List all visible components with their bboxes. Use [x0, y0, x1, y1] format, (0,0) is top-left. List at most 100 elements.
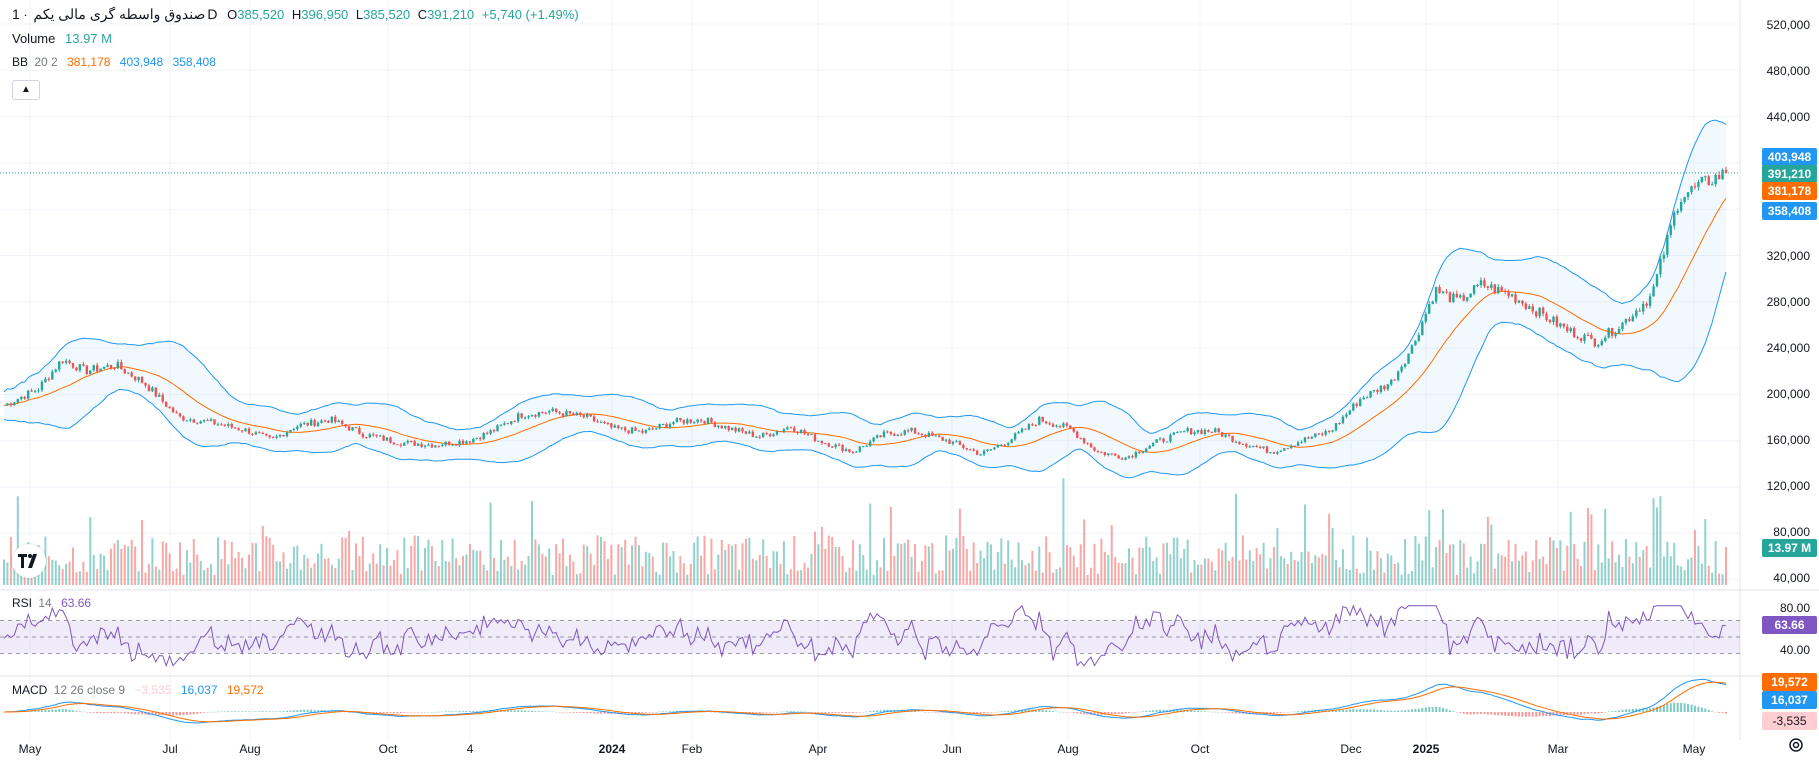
time-tick-label[interactable]: Aug [1057, 742, 1078, 756]
time-tick-label[interactable]: Jul [162, 742, 177, 756]
volume-bar [641, 566, 644, 585]
candle-body [1289, 445, 1293, 449]
volume-bar [1486, 516, 1489, 585]
candle-body [1517, 300, 1521, 303]
interval[interactable]: 1D [12, 6, 218, 22]
candle-body [641, 430, 644, 433]
macd-hist-bar [1631, 708, 1634, 712]
time-tick-label[interactable]: Apr [809, 742, 828, 756]
volume-bar [586, 546, 589, 585]
candle-body [1279, 450, 1283, 453]
time-tick-label[interactable]: Mar [1548, 742, 1569, 756]
macd-hist-bar [1086, 712, 1089, 715]
time-tick-label[interactable]: Dec [1340, 742, 1361, 756]
candle-body [727, 426, 730, 431]
candle-body [889, 431, 893, 435]
candle-body [1393, 379, 1396, 381]
macd-hist-bar [834, 712, 837, 714]
macd-pane [3, 678, 1727, 724]
symbol-name[interactable]: صندوق واسطه گری مالی یکم [33, 6, 206, 22]
volume-bar [1721, 574, 1724, 585]
time-tick-label[interactable]: Aug [239, 742, 260, 756]
macd-hist-bar [489, 710, 492, 712]
macd-hist-bar [1355, 709, 1358, 712]
candle-body [755, 436, 758, 438]
candle-body [862, 446, 865, 448]
time-tick-label[interactable]: May [1683, 742, 1706, 756]
volume-bar [520, 561, 523, 585]
volume-bar [134, 546, 137, 585]
tradingview-logo[interactable] [12, 544, 46, 578]
candle-body [768, 434, 772, 437]
macd-hist-bar [1228, 712, 1231, 713]
macd-hist-bar [275, 711, 278, 712]
volume-bar [244, 568, 247, 585]
volume-bar [689, 564, 692, 585]
macd-hist-bar [258, 711, 261, 712]
candle-body [1076, 431, 1079, 438]
macd-hist-bar [1345, 709, 1348, 712]
candle-body [900, 434, 903, 436]
macd-hist-bar [882, 709, 885, 712]
volume-bar [886, 570, 889, 585]
macd-hist-bar [1193, 710, 1196, 712]
volume-bar [1549, 537, 1552, 585]
collapse-legend-button[interactable]: ▲ [12, 80, 40, 100]
candle-body [330, 416, 334, 423]
macd-hist-bar [1027, 709, 1030, 712]
volume-bar [406, 567, 409, 585]
macd-hist-bar [99, 712, 102, 714]
candle-body [541, 411, 544, 413]
time-tick-label[interactable]: 4 [467, 742, 474, 756]
volume-bar [1435, 547, 1438, 585]
candle-body [437, 445, 441, 447]
time-axis[interactable]: May Jul Aug Oct 4 2024 Feb Apr Jun Aug Oct Dec 2025 M… [19, 742, 1706, 756]
symbol-legend[interactable]: صندوق واسطه گری مالی یکم · 1D O385,520 H… [12, 6, 585, 23]
macd-hist-bar [313, 710, 316, 712]
macd-hist-bar [865, 711, 868, 713]
volume-bar [989, 544, 992, 585]
candle-body [216, 424, 220, 426]
volume-bar [196, 554, 199, 585]
volume-bar [1407, 573, 1410, 585]
macd-hist-bar [1693, 705, 1696, 712]
time-tick-label[interactable]: 2025 [1413, 742, 1440, 756]
settings-gear-icon[interactable] [1787, 736, 1805, 754]
candle-body [544, 412, 547, 414]
macd-hist-bar [1417, 708, 1420, 712]
candle-body [913, 427, 917, 434]
time-tick-label[interactable]: 2024 [599, 742, 626, 756]
volume-bar [613, 574, 616, 585]
candle-body [1203, 430, 1207, 434]
macd-hist-bar [1007, 711, 1010, 712]
bb-legend[interactable]: BB 20 2 381,178 403,948 358,408 [12, 55, 222, 69]
macd-hist-bar [1555, 712, 1558, 716]
macd-hist-bar [1155, 709, 1158, 712]
candle-body [882, 431, 886, 438]
time-tick-label[interactable]: Oct [1191, 742, 1210, 756]
volume-bar [61, 569, 64, 585]
candle-body [299, 423, 302, 427]
macd-hist-bar [1655, 706, 1658, 712]
price-tick-label: 200,000 [1767, 387, 1811, 401]
volume-bar [199, 560, 202, 585]
volume-bar [1324, 555, 1327, 585]
time-tick-label[interactable]: May [19, 742, 42, 756]
time-tick-label[interactable]: Oct [379, 742, 398, 756]
rsi-legend[interactable]: RSI 14 63.66 [12, 596, 97, 610]
macd-hist-bar [769, 712, 772, 713]
time-tick-label[interactable]: Jun [942, 742, 961, 756]
macd-hist-bar [320, 710, 323, 712]
time-tick-label[interactable]: Feb [682, 742, 703, 756]
volume-legend[interactable]: Volume 13.97 M [12, 31, 118, 46]
candle-body [1224, 434, 1227, 437]
macd-legend[interactable]: MACD 12 26 close 9 −3,535 16,037 19,572 [12, 683, 270, 697]
candle-body [316, 422, 320, 426]
candle-body [527, 416, 530, 418]
macd-hist-bar [1621, 709, 1624, 712]
macd-hist-bar [1538, 712, 1541, 717]
candle-body [1148, 446, 1151, 449]
candle-body [551, 408, 554, 412]
macd-hist-bar [1569, 712, 1572, 715]
